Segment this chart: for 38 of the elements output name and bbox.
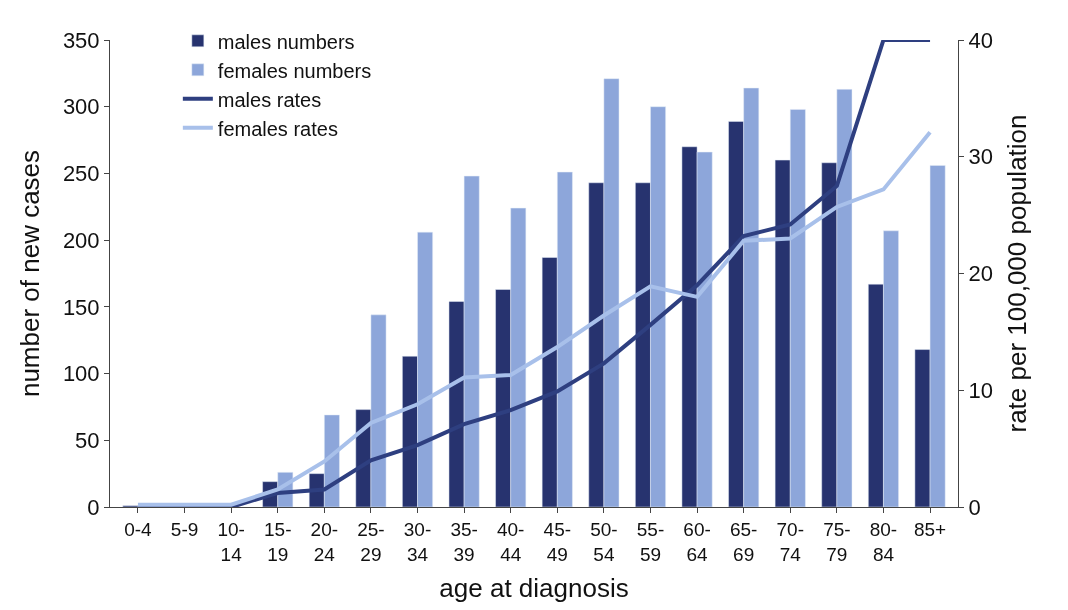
x-tick-label: 15- 19 bbox=[264, 518, 292, 565]
legend-label: males rates bbox=[217, 88, 322, 111]
x-tick-label: 30- 34 bbox=[403, 518, 432, 565]
x-tick-label: 40- 44 bbox=[496, 518, 525, 565]
x-tick-label: 5-9 bbox=[170, 518, 199, 540]
x-tick-label: 50- 54 bbox=[590, 518, 618, 565]
x-tick-label: 25- 29 bbox=[357, 518, 385, 565]
x-tick-label: 60- 64 bbox=[683, 518, 711, 565]
y-tick-label: 0 bbox=[87, 494, 100, 520]
y-axis-title: number of new cases bbox=[15, 149, 46, 398]
y2-tick-label: 0 bbox=[968, 494, 981, 520]
y-tick-label: 50 bbox=[75, 427, 100, 453]
y-tick-label: 300 bbox=[62, 94, 100, 120]
legend-label: females rates bbox=[217, 117, 338, 140]
y-tick-label: 350 bbox=[62, 27, 100, 53]
x-tick-label: 75- 79 bbox=[823, 518, 851, 565]
x-axis-title: age at diagnosis bbox=[439, 573, 629, 604]
x-tick-label: 20- 24 bbox=[310, 518, 339, 565]
y-tick-label: 200 bbox=[62, 227, 100, 253]
y-tick-label: 150 bbox=[62, 294, 100, 320]
x-tick-label: 0-4 bbox=[124, 518, 153, 540]
y-tick-label: 250 bbox=[62, 161, 100, 187]
x-tick-label: 65- 69 bbox=[729, 518, 758, 565]
x-tick-label: 80- 84 bbox=[869, 518, 898, 565]
x-tick-label: 35- 39 bbox=[450, 518, 478, 565]
legend-label: males numbers bbox=[217, 30, 355, 53]
x-tick-label: 85+ bbox=[913, 518, 947, 540]
y2-tick-label: 20 bbox=[968, 261, 993, 287]
y2-tick-label: 10 bbox=[968, 377, 993, 403]
x-tick-label: 55- 59 bbox=[636, 518, 665, 565]
x-tick-label: 70- 74 bbox=[776, 518, 804, 565]
legend-label: females numbers bbox=[217, 59, 372, 82]
x-tick-label: 10- 14 bbox=[217, 518, 245, 565]
y-tick-label: 100 bbox=[62, 361, 100, 387]
y2-axis-title: rate per 100,000 population bbox=[1001, 114, 1032, 433]
x-tick-label: 45- 49 bbox=[543, 518, 572, 565]
y2-tick-label: 30 bbox=[968, 144, 993, 170]
y2-tick-label: 40 bbox=[968, 27, 993, 53]
